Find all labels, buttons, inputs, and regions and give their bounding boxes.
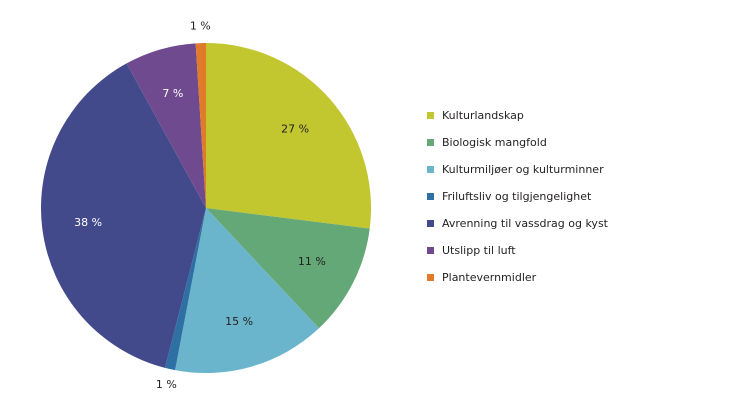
pie-slice <box>164 208 206 371</box>
legend-label: Utslipp til luft <box>442 244 516 257</box>
legend-label: Friluftsliv og tilgjengelighet <box>442 190 592 203</box>
data-label: 15 % <box>225 315 253 328</box>
data-label: 1 % <box>156 378 177 391</box>
legend-label: Kulturlandskap <box>442 109 524 122</box>
data-label: 7 % <box>162 87 183 100</box>
legend-marker <box>427 112 434 119</box>
data-label: 27 % <box>281 122 309 135</box>
data-label: 11 % <box>298 255 326 268</box>
pie-slice <box>175 208 319 373</box>
legend-marker <box>427 193 434 200</box>
legend-marker <box>427 139 434 146</box>
data-label: 1 % <box>190 20 211 33</box>
legend-marker <box>427 274 434 281</box>
legend-marker <box>427 220 434 227</box>
pie-slice <box>126 43 206 208</box>
legend-marker <box>427 247 434 254</box>
legend-label: Kulturmiljøer og kulturminner <box>442 163 604 176</box>
pie-slice <box>195 43 206 208</box>
pie-slice <box>41 63 207 368</box>
data-label: 38 % <box>74 216 102 229</box>
legend-label: Biologisk mangfold <box>442 136 547 149</box>
legend-marker <box>427 166 434 173</box>
legend-label: Plantevernmidler <box>442 271 537 284</box>
legend-label: Avrenning til vassdrag og kyst <box>442 217 609 230</box>
pie-slice <box>206 208 370 329</box>
pie-slice <box>206 43 371 229</box>
